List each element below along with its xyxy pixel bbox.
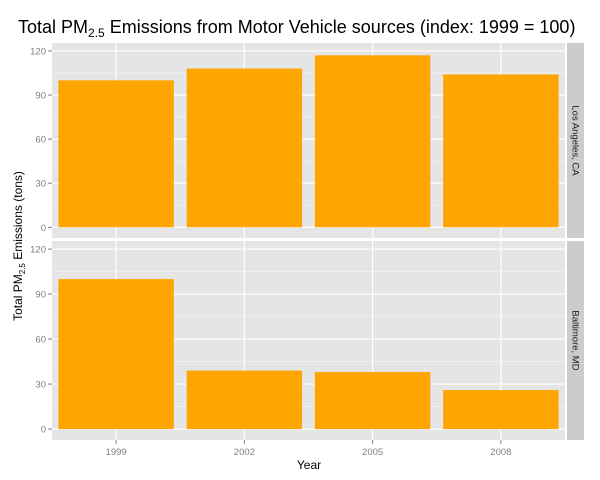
title-subscript: 2.5	[88, 26, 105, 40]
y-tick-label: 30	[35, 179, 46, 190]
facet-strip	[567, 43, 584, 238]
facet-strip	[567, 241, 584, 440]
y-axis-title-subscript: 2.5	[18, 263, 27, 275]
x-tick-label: 2005	[362, 447, 383, 458]
y-tick-label: 90	[35, 290, 46, 301]
y-tick-label: 60	[35, 335, 46, 346]
bar-1999	[58, 80, 174, 228]
bar-2005	[314, 372, 431, 430]
y-tick-label: 30	[35, 380, 46, 391]
chart-title: Total PM2.5 Emissions from Motor Vehicle…	[18, 17, 575, 40]
x-tick-label: 1999	[106, 447, 127, 458]
title-rest: Emissions from Motor Vehicle sources (in…	[105, 17, 576, 37]
y-tick-label: 90	[35, 91, 46, 102]
x-tick-label: 2002	[234, 447, 255, 458]
facet-strip-label: Baltimore, MD	[570, 310, 581, 370]
y-tick-label: 120	[30, 46, 46, 57]
bar-2005	[314, 55, 431, 228]
y-tick-label: 0	[41, 425, 46, 436]
x-tick-label: 2008	[490, 447, 511, 458]
y-tick-label: 120	[30, 245, 46, 256]
bar-2008	[443, 74, 559, 228]
bar-2002	[186, 370, 303, 430]
y-tick-label: 60	[35, 135, 46, 146]
facet-strip-label: Los Angeles, CA	[570, 105, 581, 176]
bar-2002	[186, 68, 303, 228]
x-axis-title: Year	[297, 458, 321, 472]
y-axis-title-rest: Emissions (tons)	[11, 171, 25, 263]
y-axis-title: Total PM2.5 Emissions (tons)	[11, 171, 27, 321]
bar-1999	[58, 279, 174, 430]
bar-2008	[443, 390, 559, 430]
y-tick-label: 0	[41, 223, 46, 234]
